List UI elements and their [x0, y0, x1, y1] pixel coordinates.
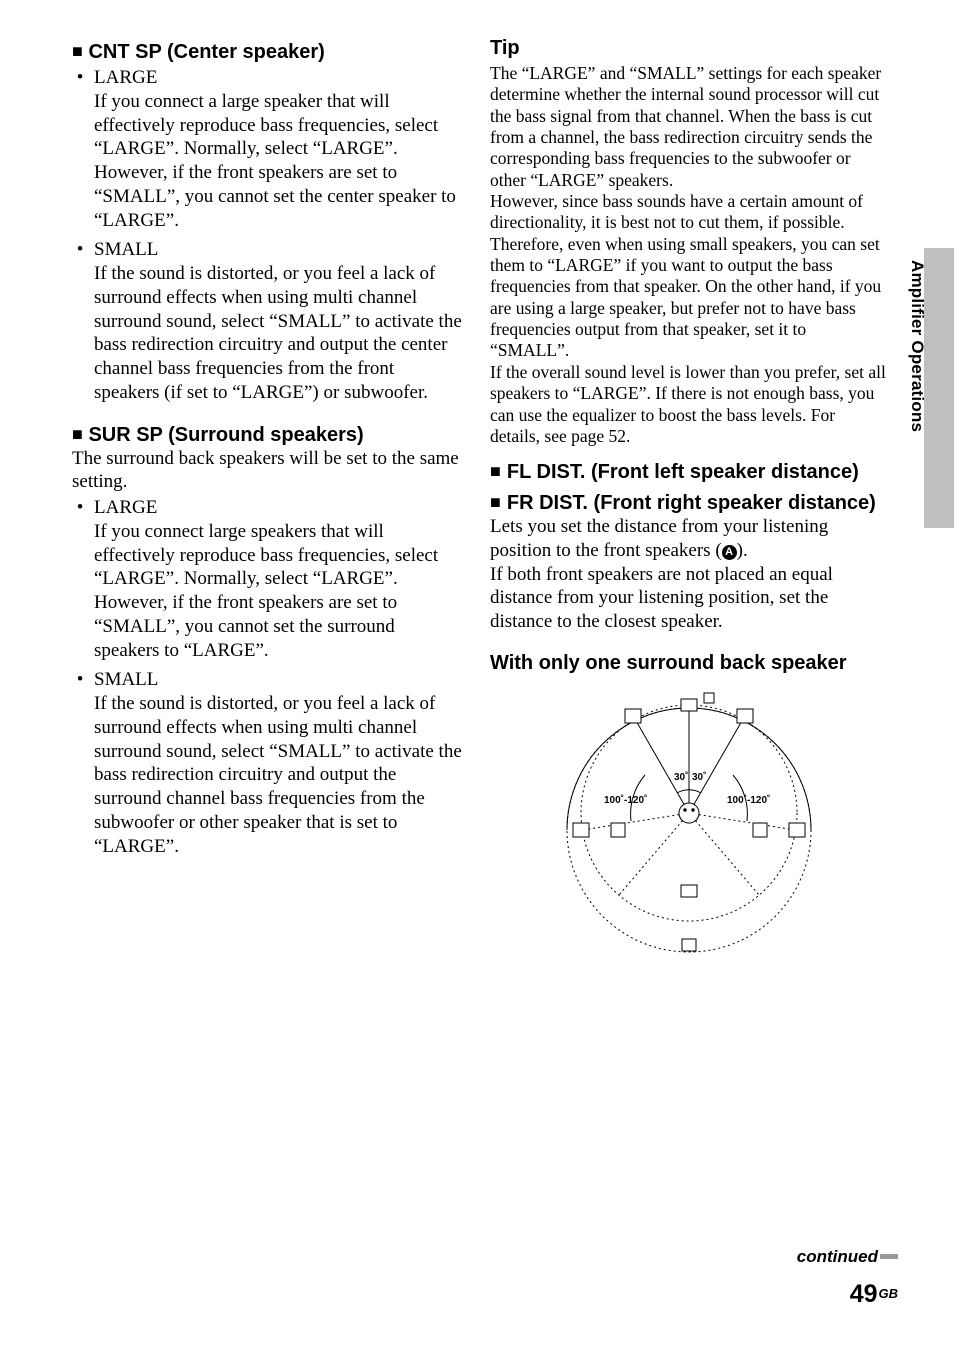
- body-text: If you connect a large speaker that will…: [72, 90, 462, 233]
- diagram-svg: 30˚ 30˚ 100˚-120˚ 100˚-120˚: [549, 685, 829, 955]
- tip-paragraph: If the overall sound level is lower than…: [490, 362, 888, 447]
- list-item: •LARGE: [72, 496, 462, 520]
- side-tab: [924, 248, 954, 528]
- list-item: •SMALL: [72, 668, 462, 692]
- page-number-suffix: GB: [879, 1286, 899, 1301]
- body-text: Lets you set the distance from your list…: [490, 515, 888, 563]
- heading-text: CNT SP (Center speaker): [88, 41, 324, 63]
- left-column: ■ CNT SP (Center speaker) •LARGE If you …: [72, 36, 462, 962]
- page-number-value: 49: [850, 1280, 878, 1308]
- heading-text: SUR SP (Surround speakers): [88, 424, 363, 446]
- square-bullet-icon: ■: [490, 461, 501, 484]
- tip-paragraph: However, since bass sounds have a certai…: [490, 191, 888, 362]
- list-item: •LARGE: [72, 66, 462, 90]
- angle-label: 100˚-120˚: [727, 794, 770, 806]
- heading-one-surround-back: With only one surround back speaker: [490, 652, 888, 675]
- continued-bar-icon: [880, 1254, 898, 1259]
- list-item: •SMALL: [72, 238, 462, 262]
- page-footer: continued 49GB: [797, 1245, 898, 1310]
- page-content: ■ CNT SP (Center speaker) •LARGE If you …: [0, 0, 954, 962]
- right-column: Tip The “LARGE” and “SMALL” settings for…: [490, 36, 888, 962]
- tip-paragraph: The “LARGE” and “SMALL” settings for eac…: [490, 63, 888, 191]
- intro-text: The surround back speakers will be set t…: [72, 447, 462, 495]
- body-text: If the sound is distorted, or you feel a…: [72, 262, 462, 405]
- heading-text: FR DIST. (Front right speaker distance): [507, 492, 876, 515]
- bullet-icon: •: [72, 668, 94, 692]
- square-bullet-icon: ■: [72, 424, 83, 444]
- page-number: 49GB: [797, 1279, 898, 1310]
- angle-label: 30˚: [692, 771, 706, 783]
- bullet-icon: •: [72, 238, 94, 262]
- text-fragment: Lets you set the distance from your list…: [490, 516, 828, 561]
- tip-heading: Tip: [490, 36, 888, 61]
- angle-label: 30˚: [674, 771, 688, 783]
- heading-fr-dist: ■ FR DIST. (Front right speaker distance…: [490, 492, 888, 515]
- side-section-label: Amplifier Operations: [907, 260, 928, 432]
- bullet-label: SMALL: [94, 669, 158, 690]
- marker-a-icon: A: [722, 545, 737, 560]
- heading-sur-sp: ■ SUR SP (Surround speakers): [72, 423, 462, 447]
- angle-label: 100˚-120˚: [604, 794, 647, 806]
- square-bullet-icon: ■: [72, 41, 83, 61]
- continued-label: continued: [797, 1246, 878, 1267]
- bullet-label: LARGE: [94, 497, 157, 518]
- tip-body: The “LARGE” and “SMALL” settings for eac…: [490, 63, 888, 447]
- heading-fl-dist: ■ FL DIST. (Front left speaker distance): [490, 461, 888, 484]
- text-fragment: ).: [737, 540, 748, 561]
- body-text: If both front speakers are not placed an…: [490, 563, 888, 634]
- body-text: If you connect large speakers that will …: [72, 520, 462, 663]
- continued-indicator: continued: [797, 1246, 898, 1267]
- bullet-icon: •: [72, 66, 94, 90]
- speaker-layout-diagram: 30˚ 30˚ 100˚-120˚ 100˚-120˚: [490, 685, 888, 962]
- body-text: If the sound is distorted, or you feel a…: [72, 692, 462, 858]
- bullet-label: SMALL: [94, 239, 158, 260]
- square-bullet-icon: ■: [490, 492, 501, 515]
- heading-cnt-sp: ■ CNT SP (Center speaker): [72, 40, 462, 64]
- bullet-label: LARGE: [94, 67, 157, 88]
- heading-text: FL DIST. (Front left speaker distance): [507, 461, 859, 484]
- bullet-icon: •: [72, 496, 94, 520]
